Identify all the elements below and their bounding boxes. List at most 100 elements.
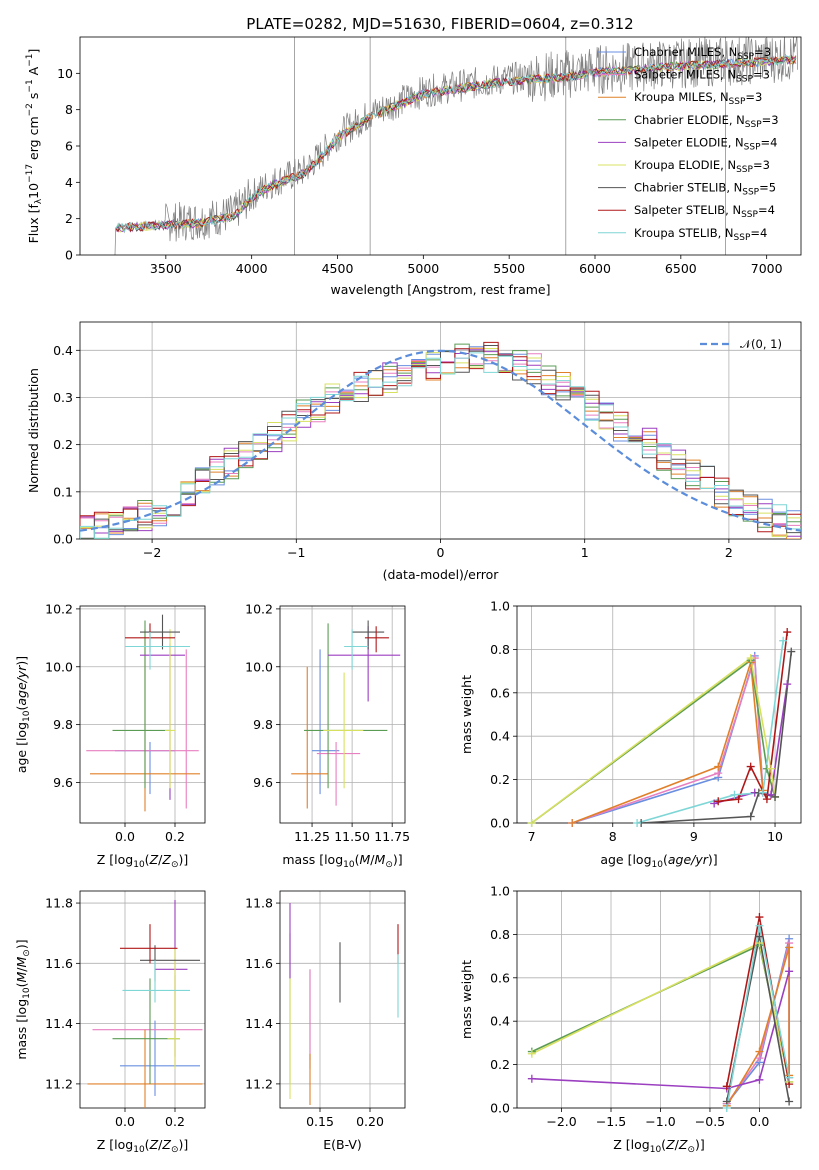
y-tick-label: 10.2: [245, 601, 273, 616]
y-tick-label: 2: [65, 211, 73, 226]
y-tick-label: 0.6: [490, 970, 510, 985]
weight-age-panel-frame: [516, 605, 802, 824]
age-mass-panel: 11.25 11.50 11.75 9.6 9.8 10.0 10.2 mass [log10…: [245, 601, 410, 870]
weight-marker: [714, 762, 723, 771]
weight-marker: [779, 636, 788, 645]
weight-marker: [785, 1097, 794, 1106]
y-axis-label: mass weight: [459, 675, 474, 754]
y-tick-label: 0.2: [490, 1057, 510, 1072]
weight-marker: [527, 1049, 536, 1058]
weight-metallicity-panel-frame: [516, 890, 802, 1109]
weight-series-line: [571, 662, 764, 823]
errorbar-point: [125, 632, 190, 670]
histogram-traces: [80, 341, 801, 539]
spectrum-traces: [114, 37, 798, 255]
age-metallicity-panel: 0.0 0.2 9.6 9.8 10.0 10.2 Z [log10(Z/Z⊙)] age […: [14, 601, 206, 870]
errorbar-point: [120, 924, 178, 964]
y-tick-label: 9.8: [53, 717, 73, 732]
x-tick-label: 0.20: [356, 1114, 384, 1129]
x-tick-label: 4500: [322, 261, 354, 276]
weight-marker: [714, 797, 723, 806]
weight-series-line: [531, 656, 776, 823]
y-axis-label: Flux [fλ10−17 erg cm−2 s−1 A−1]: [25, 49, 44, 244]
y-tick-label: 0.4: [490, 729, 510, 744]
y-tick-label: 0.6: [490, 685, 510, 700]
legend-entry: Salpeter STELIB, NSSP=4: [634, 203, 775, 220]
y-tick-label: 1.0: [490, 599, 510, 614]
weight-marker: [710, 799, 719, 808]
weight-marker: [755, 932, 764, 941]
mass-metallicity-panel: 0.0 0.2 11.2 11.4 11.6 11.8 Z [log10(Z/Z⊙)] mas…: [14, 890, 206, 1155]
age-metallicity-panel-frame: [79, 605, 206, 824]
normal-curve: [80, 349, 801, 532]
errorbar-point: [312, 649, 340, 795]
y-tick-label: 0.8: [490, 642, 510, 657]
y-tick-label: 0.8: [490, 927, 510, 942]
y-tick-label: 6: [65, 139, 73, 154]
weight-series-line: [726, 936, 790, 1102]
x-axis-label: mass [log10(M/M⊙)]: [282, 852, 402, 870]
x-tick-label: 0: [437, 545, 445, 560]
weight-marker: [755, 921, 764, 930]
x-tick-label: −1: [287, 545, 305, 560]
mass-extinction-panel-frame: [279, 890, 406, 1109]
x-tick-label: 11.75: [374, 829, 410, 844]
weight-series-line: [641, 651, 793, 823]
weight-marker: [527, 819, 536, 827]
y-tick-label: 11.2: [45, 1076, 73, 1091]
x-axis-label: Z [log10(Z/Z⊙)]: [613, 1137, 705, 1155]
weight-marker: [758, 788, 767, 797]
x-tick-label: 6500: [665, 261, 697, 276]
x-tick-label: 2: [725, 545, 733, 560]
x-tick-label: 7: [528, 829, 536, 844]
y-tick-label: 9.8: [253, 717, 273, 732]
legend-entry: 𝒩(0, 1): [740, 337, 782, 351]
y-tick-label: 0.3: [53, 390, 73, 405]
x-axis-label: (data-model)/error: [383, 567, 500, 582]
x-tick-label: 7000: [751, 261, 783, 276]
weight-marker: [783, 680, 792, 689]
y-tick-label: 0.0: [490, 1101, 510, 1116]
y-tick-label: 0.4: [490, 1014, 510, 1029]
weight-marker: [783, 628, 792, 637]
errorbar-point: [140, 614, 180, 650]
errorbar-marks: [86, 614, 200, 812]
weight-marker: [766, 764, 775, 773]
y-tick-label: 11.6: [45, 956, 73, 971]
weight-marker: [766, 790, 775, 799]
x-tick-label: 11.50: [334, 829, 370, 844]
x-tick-label: −0.5: [695, 1114, 725, 1129]
errorbar-point: [112, 978, 180, 1084]
y-tick-label: 4: [65, 175, 73, 190]
y-tick-label: 11.4: [45, 1016, 73, 1031]
x-axis-label: age [log10(age/yr)]: [600, 852, 717, 870]
x-tick-label: 0.0: [115, 829, 135, 844]
y-tick-label: 11.8: [45, 896, 73, 911]
y-tick-label: 8: [65, 102, 73, 117]
spectrum-panel: 3500 4000 4500 5000 5500 6000 6500 7000 0 2 4 6 8 10 w…: [25, 36, 802, 297]
errorbar-point: [120, 1020, 200, 1096]
weight-metallicity-panel: −2.0 −1.5 −1.0 −0.5 0.0 0.0 0.2 0.4 0.6 0.8 1.0 mas…: [459, 884, 802, 1155]
legend-entry: Salpeter MILES, NSSP=3: [634, 68, 770, 85]
legend-entry: Salpeter ELODIE, NSSP=4: [634, 135, 777, 152]
weight-marker: [785, 967, 794, 976]
mass-metallicity-panel-frame: [79, 890, 206, 1109]
x-tick-label: 0.2: [165, 1114, 185, 1129]
x-tick-label: 3500: [150, 261, 182, 276]
weight-marker: [734, 795, 743, 804]
x-tick-label: 0.2: [165, 829, 185, 844]
errorbar-marks: [291, 620, 401, 809]
errorbar-point: [87, 1029, 203, 1108]
weight-marker: [568, 819, 577, 827]
weight-marker: [755, 1075, 764, 1084]
weight-marker: [746, 762, 755, 771]
errorbar-point: [167, 948, 180, 1069]
weight-series-line: [571, 657, 764, 823]
weight-marker: [527, 1074, 536, 1083]
age-mass-panel-frame: [279, 605, 406, 824]
y-tick-label: 9.6: [53, 775, 73, 790]
x-tick-label: −1.5: [596, 1114, 626, 1129]
y-tick-label: 11.4: [245, 1016, 273, 1031]
x-axis-label: Z [log10(Z/Z⊙)]: [97, 1137, 189, 1155]
